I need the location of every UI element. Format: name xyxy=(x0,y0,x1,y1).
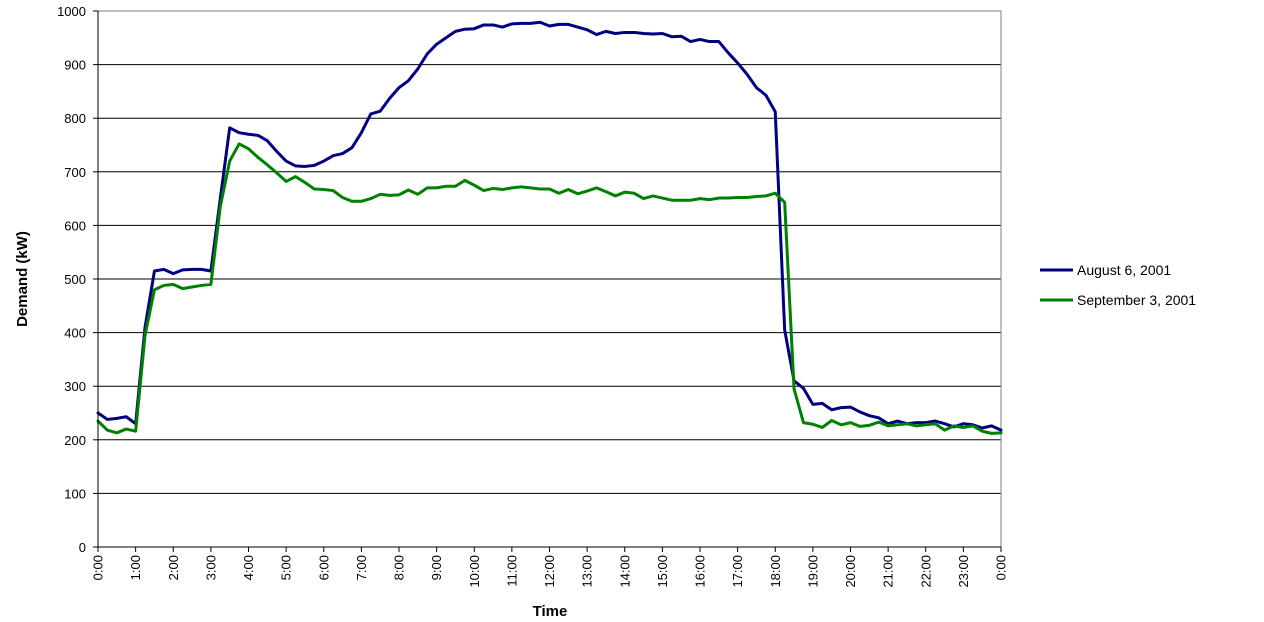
x-tick-label: 16:00 xyxy=(693,555,708,588)
y-tick-label: 100 xyxy=(64,486,86,501)
x-tick-label: 20:00 xyxy=(843,555,858,588)
y-tick-label: 200 xyxy=(64,433,86,448)
y-tick-label: 900 xyxy=(64,58,86,73)
x-tick-label: 17:00 xyxy=(730,555,745,588)
y-tick-label: 300 xyxy=(64,379,86,394)
y-tick-label: 800 xyxy=(64,111,86,126)
x-tick-label: 9:00 xyxy=(429,555,444,580)
x-tick-label: 11:00 xyxy=(504,555,519,587)
gridlines xyxy=(98,10,1001,494)
x-tick-label: 3:00 xyxy=(203,555,218,580)
series-lines xyxy=(96,20,1003,435)
x-tick-label: 10:00 xyxy=(467,555,482,588)
y-tick-label: 1000 xyxy=(57,4,86,19)
x-tick-label: 6:00 xyxy=(316,555,331,580)
x-axis-ticks: 0:00 1:00 2:00 3:00 4:00 5:00 6:00 7:00 8:00 9:00… xyxy=(91,547,1009,588)
legend: August 6, 2001 September 3, 2001 xyxy=(1040,262,1196,308)
y-axis-title: Demand (kW) xyxy=(14,231,31,327)
x-tick-label: 15:00 xyxy=(655,555,670,588)
y-tick-label: 0 xyxy=(79,540,86,555)
x-tick-label: 2:00 xyxy=(166,555,181,580)
y-tick-label: 500 xyxy=(64,272,86,287)
x-tick-label: 0:00 xyxy=(994,555,1009,580)
x-tick-label: 1:00 xyxy=(128,555,143,580)
series-line-2 xyxy=(96,142,1003,435)
y-tick-label: 700 xyxy=(64,165,86,180)
x-tick-label: 19:00 xyxy=(805,555,820,588)
x-tick-label: 7:00 xyxy=(354,555,369,580)
x-tick-label: 18:00 xyxy=(768,555,783,588)
y-tick-label: 400 xyxy=(64,326,86,341)
x-tick-label: 21:00 xyxy=(881,555,896,588)
x-tick-label: 22:00 xyxy=(918,555,933,588)
x-tick-label: 5:00 xyxy=(279,555,294,580)
x-axis-title: Time xyxy=(533,603,568,620)
legend-label: September 3, 2001 xyxy=(1077,292,1196,308)
series-line-1 xyxy=(96,20,1003,432)
x-tick-label: 23:00 xyxy=(956,555,971,588)
x-tick-label: 8:00 xyxy=(392,555,407,580)
y-axis-ticks: 0 100 200 300 400 500 600 700 800 900 1000 xyxy=(57,4,98,555)
legend-label: August 6, 2001 xyxy=(1077,262,1171,278)
x-tick-label: 13:00 xyxy=(580,555,595,588)
x-tick-label: 4:00 xyxy=(241,555,256,580)
y-tick-label: 600 xyxy=(64,218,86,233)
x-tick-label: 14:00 xyxy=(617,555,632,588)
x-tick-label: 0:00 xyxy=(91,555,106,580)
x-tick-label: 12:00 xyxy=(542,555,557,588)
